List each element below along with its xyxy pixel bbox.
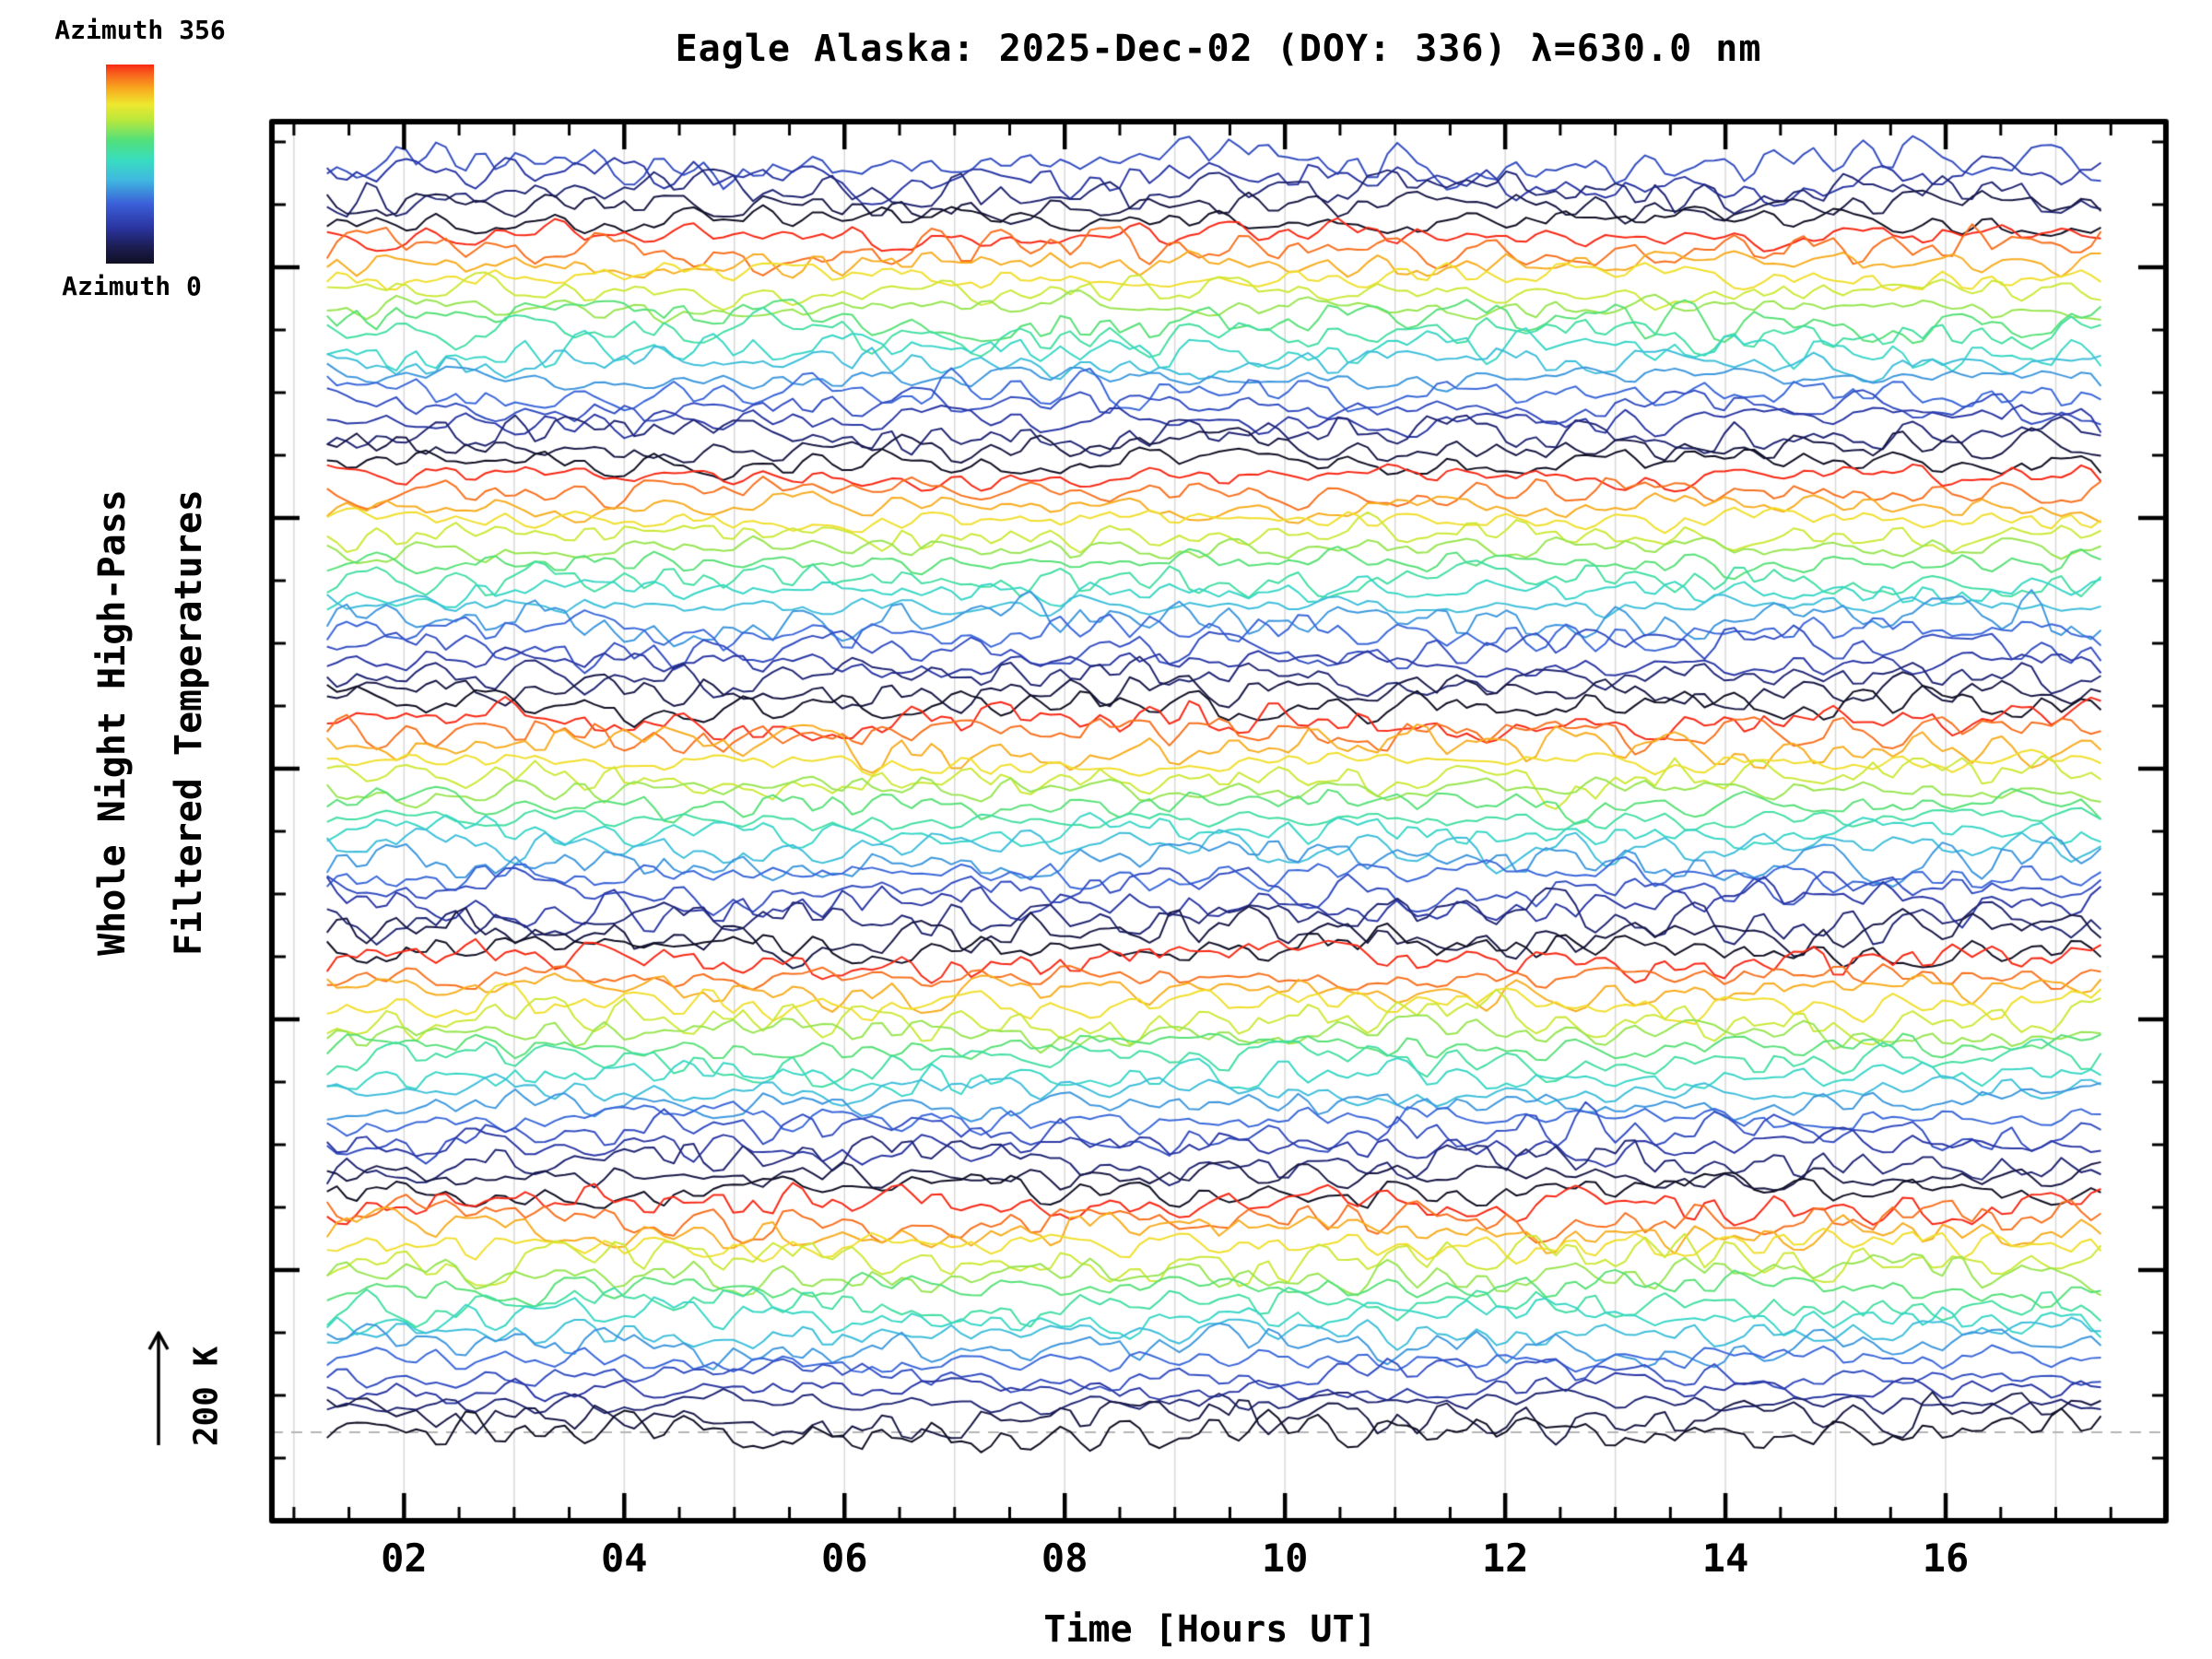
x-tick-label: 02: [381, 1535, 428, 1581]
colorbar-min-label: Azimuth 0: [62, 271, 202, 301]
colorbar-max-label: Azimuth 356: [54, 15, 226, 45]
x-tick-label: 10: [1261, 1535, 1309, 1581]
y-axis-label-line2: Filtered Temperatures: [168, 489, 210, 956]
x-tick-label: 04: [601, 1535, 648, 1581]
x-axis-label: Time [Hours UT]: [1043, 1608, 1377, 1651]
chart-title: Eagle Alaska: 2025-Dec-02 (DOY: 336) λ=6…: [675, 28, 1762, 70]
x-tick-label: 14: [1701, 1535, 1749, 1581]
x-tick-label: 08: [1041, 1535, 1088, 1581]
y-axis-label-line1: Whole Night High-Pass: [91, 489, 134, 956]
x-tick-label: 16: [1922, 1535, 1970, 1581]
azimuth-colorbar: [106, 65, 154, 264]
x-tick-label: 06: [820, 1535, 868, 1581]
temperature-scale-label: 200 K: [187, 1346, 226, 1447]
x-tick-label: 12: [1481, 1535, 1529, 1581]
